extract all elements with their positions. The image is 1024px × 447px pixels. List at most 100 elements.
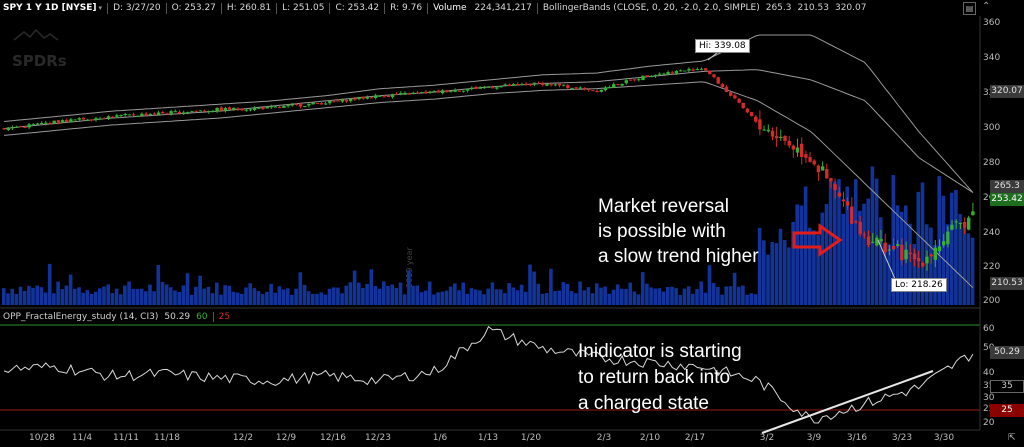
candle-body: [436, 90, 441, 93]
svg-text:SPDRs: SPDRs: [12, 52, 67, 70]
candle-body: [937, 246, 942, 252]
candle-body: [841, 199, 846, 202]
volume-bar: [473, 289, 478, 305]
volume-bar: [544, 293, 549, 305]
symbol-selector[interactable]: SPY 1 Y 1D [NYSE] ▾: [0, 3, 102, 13]
symbol-label: SPY 1 Y 1D [NYSE]: [3, 3, 97, 13]
candle-body: [40, 123, 44, 124]
time-tick: 1/13: [477, 433, 499, 443]
indicator-line: [3, 325, 974, 424]
indicator-tick: 60: [983, 324, 995, 334]
volume-bar: [741, 285, 745, 305]
volume-bar: [286, 288, 290, 305]
candle-body: [127, 114, 132, 116]
volume-bar: [478, 290, 482, 305]
candle-body: [2, 128, 6, 130]
volume-bar: [198, 275, 202, 305]
volume-bar: [35, 285, 39, 305]
candle-body: [131, 114, 136, 116]
candle-body: [378, 95, 382, 97]
volume-bar: [319, 292, 323, 305]
candle-body: [77, 118, 81, 120]
candle-body: [804, 154, 808, 158]
candle-body: [319, 103, 324, 105]
candle-body: [482, 87, 486, 89]
volume-bar: [139, 288, 144, 305]
candle-body: [303, 106, 307, 107]
candle-body: [495, 87, 499, 89]
candle-body: [704, 68, 708, 71]
hi-leader-line: [707, 51, 719, 61]
bollinger-study-label[interactable]: BollingerBands (CLOSE, 0, 20, -2.0, 2.0,…: [542, 3, 760, 13]
volume-bar: [469, 288, 474, 305]
bb-upper-pill: 320.07: [990, 85, 1024, 98]
candle-body: [115, 115, 119, 117]
volume-bar: [64, 285, 69, 305]
expand-icon[interactable]: ⇱: [1008, 433, 1016, 443]
volume-bar: [102, 286, 106, 305]
volume-bar: [14, 293, 19, 305]
candle-body: [223, 108, 228, 112]
candle-body: [532, 82, 537, 85]
volume-bar: [845, 186, 850, 305]
volume-bar: [6, 293, 10, 305]
indicator-35-pill: 35: [990, 380, 1024, 393]
candle-body: [140, 113, 144, 116]
indicator-name[interactable]: OPP_FractalEnergy_study (14, CI3): [3, 312, 159, 322]
volume-bar: [407, 270, 411, 305]
volume-bar: [933, 244, 937, 305]
candle-body: [449, 91, 453, 93]
candle-body: [177, 111, 182, 114]
candle-body: [766, 129, 770, 132]
candle-body: [695, 69, 699, 71]
candle-body: [516, 84, 520, 85]
candle-body: [424, 91, 428, 94]
volume-bar: [89, 293, 94, 305]
indicator-value: 50.29: [164, 312, 191, 322]
candle-body: [136, 115, 140, 117]
volume-bar: [144, 291, 148, 305]
volume-bar: [373, 286, 378, 305]
candle-body: [232, 107, 236, 111]
candle-body: [570, 87, 574, 89]
candle-body: [332, 101, 336, 103]
candle-body: [253, 107, 257, 110]
candle-body: [670, 72, 674, 74]
volume-bar: [260, 294, 265, 305]
candle-body: [470, 87, 474, 89]
candle-body: [403, 92, 407, 94]
volume-bar: [812, 230, 816, 305]
volume-bar: [436, 292, 440, 305]
candle-body: [687, 68, 691, 71]
volume-bar: [640, 272, 645, 305]
volume-bar: [440, 291, 445, 305]
candle-body: [520, 84, 524, 86]
volume-bar: [68, 274, 73, 305]
candle-body: [207, 111, 211, 112]
collapse-icon[interactable]: ⌃: [982, 1, 991, 12]
candle-body: [812, 160, 816, 165]
volume-study[interactable]: Volume 224,341,217: [433, 3, 532, 13]
candle-body: [340, 99, 345, 102]
candle-body: [445, 90, 449, 93]
volume-bar: [344, 285, 348, 305]
price-tick: 340: [983, 53, 1001, 63]
volume-bar: [511, 287, 516, 305]
candle-body: [557, 83, 562, 86]
candle-body: [775, 136, 779, 139]
candle-body: [933, 247, 937, 260]
candle-body: [315, 103, 319, 105]
candle-body: [144, 113, 148, 116]
volume-bar: [728, 286, 733, 305]
price-tick: 360: [983, 18, 1001, 28]
volume-bar: [18, 286, 23, 305]
time-tick: 2/3: [596, 433, 612, 443]
price-tick: 300: [983, 123, 1001, 133]
candle-body: [616, 84, 620, 86]
chart-settings-icon[interactable]: ▤: [963, 2, 976, 15]
volume-bar: [219, 294, 223, 305]
volume-bar: [632, 291, 637, 305]
volume-bar: [448, 286, 453, 305]
volume-bar: [31, 288, 35, 305]
